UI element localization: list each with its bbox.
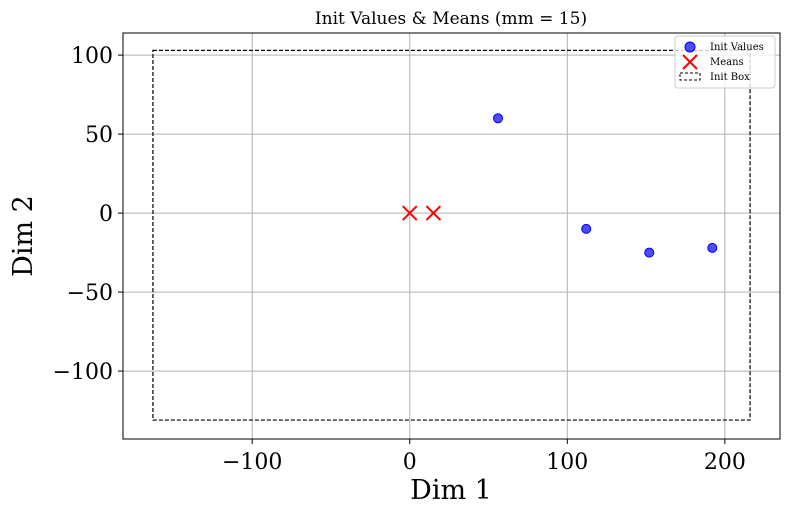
grid xyxy=(123,33,780,439)
chart-title: Init Values & Means (mm = 15) xyxy=(315,9,587,29)
init-value-point xyxy=(644,247,655,258)
points-layer xyxy=(402,113,718,258)
y-tick-label: 50 xyxy=(85,123,113,148)
init-value-point xyxy=(707,242,718,253)
x-tick-label: 100 xyxy=(546,450,588,475)
mean-point xyxy=(425,205,442,221)
mean-point xyxy=(402,205,418,221)
init-box-layer xyxy=(152,49,751,421)
legend-label-init-box: Init Box xyxy=(710,72,750,83)
init-value-point xyxy=(492,113,503,124)
y-tick-label: −100 xyxy=(53,360,113,385)
x-tick-label: −100 xyxy=(222,450,282,475)
legend-label-init-values: Init Values xyxy=(710,42,764,53)
y-tick-label: 0 xyxy=(99,202,113,227)
legend: Init Values Means Init Box xyxy=(674,35,776,89)
init-box xyxy=(152,49,751,421)
x-tick-label: 200 xyxy=(704,450,746,475)
y-axis-label: Dim 2 xyxy=(8,195,39,277)
y-tick-label: −50 xyxy=(67,281,113,306)
init-value-point xyxy=(581,223,592,234)
legend-marker-init-box xyxy=(679,72,701,81)
x-axis-ticks: −100 0 100 200 xyxy=(222,439,746,475)
x-axis-label: Dim 1 xyxy=(410,475,492,506)
y-axis-ticks: −100 −50 0 50 100 xyxy=(53,44,123,385)
legend-label-means: Means xyxy=(710,57,744,68)
plot-frame xyxy=(122,32,781,440)
legend-marker-init-values xyxy=(684,41,696,53)
y-tick-label: 100 xyxy=(71,44,113,69)
legend-marker-means xyxy=(682,54,698,70)
x-tick-label: 0 xyxy=(403,450,417,475)
